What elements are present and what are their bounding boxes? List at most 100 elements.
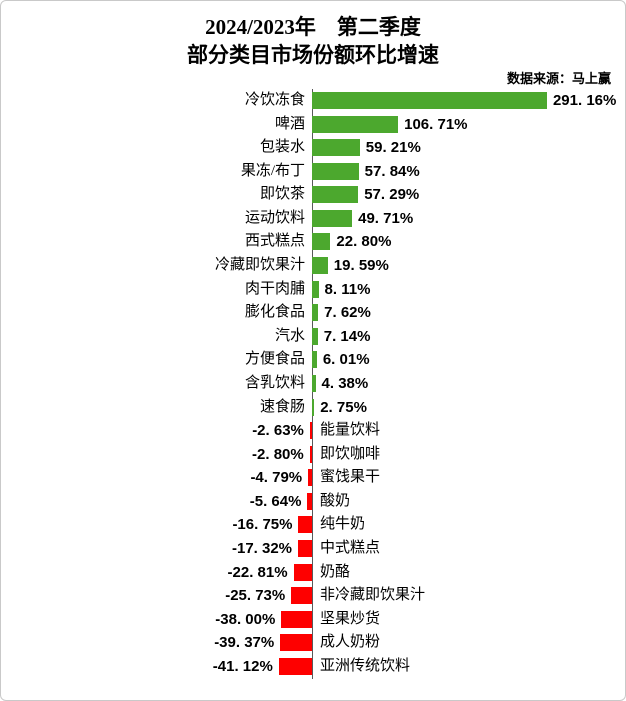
category-label: 果冻/布丁 <box>240 162 305 179</box>
bar-positive <box>312 139 360 157</box>
chart-row: 非冷藏即饮果汁 -25. 73% <box>1 584 625 608</box>
bar-negative <box>308 469 312 487</box>
bar-chart: 冷饮冻食 291. 16% 啤酒 106. 71% 包装水 59. 21% 果冻/布丁 57.… <box>1 89 625 689</box>
value-label: -25. 73% <box>225 587 286 605</box>
category-label: 亚洲传统饮料 <box>320 657 411 674</box>
chart-row: 坚果炒货 -38. 00% <box>1 608 625 632</box>
chart-row: 肉干肉脯 8. 11% <box>1 278 625 302</box>
chart-row: 中式糕点 -17. 32% <box>1 537 625 561</box>
bar-negative <box>278 657 312 675</box>
chart-row: 纯牛奶 -16. 75% <box>1 513 625 537</box>
chart-row: 膨化食品 7. 62% <box>1 301 625 325</box>
chart-row: 啤酒 106. 71% <box>1 113 625 137</box>
chart-title-line2: 部分类目市场份额环比增速 <box>187 43 439 67</box>
value-label: -41. 12% <box>212 657 273 675</box>
bar-negative <box>307 492 312 510</box>
value-label: -22. 81% <box>227 563 288 581</box>
bar-positive <box>312 304 319 322</box>
category-label: 汽水 <box>274 327 305 344</box>
value-label: -4. 79% <box>250 469 303 487</box>
bar-positive <box>312 209 353 227</box>
category-label: 奶酪 <box>320 563 351 580</box>
bar-negative <box>281 610 312 628</box>
category-label: 包装水 <box>259 139 305 156</box>
value-label: 291. 16% <box>552 92 617 109</box>
bar-positive <box>312 398 315 416</box>
data-source-note: 数据来源：马上赢 <box>506 71 611 86</box>
bar-positive <box>312 233 331 251</box>
bar-negative <box>309 445 312 463</box>
value-label: -2. 63% <box>252 422 304 440</box>
chart-row: 即饮茶 57. 29% <box>1 183 625 207</box>
value-label: 106. 71% <box>404 115 468 133</box>
category-label: 纯牛奶 <box>320 516 366 533</box>
category-label: 方便食品 <box>244 351 305 368</box>
value-label: 19. 59% <box>333 257 389 275</box>
bar-positive <box>312 162 359 180</box>
bar-positive <box>312 92 547 109</box>
chart-row: 含乳饮料 4. 38% <box>1 372 625 396</box>
value-label: -5. 64% <box>249 492 302 510</box>
chart-row: 运动饮料 49. 71% <box>1 207 625 231</box>
value-label: 49. 71% <box>358 209 414 227</box>
category-label: 啤酒 <box>274 115 305 132</box>
category-label: 中式糕点 <box>320 540 381 557</box>
bar-positive <box>312 115 399 133</box>
value-label: 8. 11% <box>324 280 371 298</box>
value-label: 7. 14% <box>323 327 371 345</box>
chart-row: 成人奶粉 -39. 37% <box>1 631 625 655</box>
category-label: 西式糕点 <box>244 233 305 250</box>
chart-row: 包装水 59. 21% <box>1 136 625 160</box>
chart-row: 即饮咖啡 -2. 80% <box>1 443 625 467</box>
chart-row: 冷饮冻食 291. 16% <box>1 89 625 113</box>
chart-row: 西式糕点 22. 80% <box>1 230 625 254</box>
bar-negative <box>293 563 312 581</box>
value-label: 57. 84% <box>364 162 420 180</box>
bar-positive <box>312 280 319 298</box>
value-label: -2. 80% <box>252 445 304 463</box>
category-label: 膨化食品 <box>244 304 305 321</box>
bar-negative <box>298 540 312 558</box>
chart-title-line1: 2024/2023年 第二季度 <box>205 15 421 39</box>
bar-positive <box>312 327 318 345</box>
chart-row: 冷藏即饮果汁 19. 59% <box>1 254 625 278</box>
category-label: 非冷藏即饮果汁 <box>320 587 426 604</box>
category-label: 冷藏即饮果汁 <box>214 257 305 274</box>
category-label: 运动饮料 <box>244 209 305 226</box>
chart-row: 蜜饯果干 -4. 79% <box>1 466 625 490</box>
value-label: 7. 62% <box>324 304 371 322</box>
bar-positive <box>312 186 359 204</box>
value-label: 57. 29% <box>364 186 420 204</box>
chart-row: 奶酪 -22. 81% <box>1 561 625 585</box>
category-label: 冷饮冻食 <box>244 92 305 108</box>
category-label: 酸奶 <box>320 492 351 509</box>
category-label: 蜜饯果干 <box>320 469 381 486</box>
value-label: -39. 37% <box>214 634 275 652</box>
chart-row: 汽水 7. 14% <box>1 325 625 349</box>
bar-positive <box>312 374 316 392</box>
category-label: 含乳饮料 <box>244 374 305 391</box>
value-label: 59. 21% <box>365 139 421 157</box>
bar-positive <box>312 351 317 369</box>
bar-negative <box>280 634 312 652</box>
category-label: 即饮茶 <box>259 186 305 203</box>
category-label: 能量饮料 <box>320 422 381 439</box>
bar-negative <box>298 516 312 534</box>
chart-row: 酸奶 -5. 64% <box>1 490 625 514</box>
category-label: 成人奶粉 <box>320 634 381 651</box>
value-label: 6. 01% <box>322 351 370 369</box>
value-label: -16. 75% <box>232 516 293 534</box>
category-label: 肉干肉脯 <box>244 280 305 297</box>
value-label: -38. 00% <box>215 610 276 628</box>
chart-row: 能量饮料 -2. 63% <box>1 419 625 443</box>
chart-row: 亚洲传统饮料 -41. 12% <box>1 655 625 679</box>
bar-negative <box>309 422 312 440</box>
category-label: 即饮咖啡 <box>320 445 381 462</box>
chart-row: 果冻/布丁 57. 84% <box>1 160 625 184</box>
bar-positive <box>312 257 328 275</box>
chart-row: 速食肠 2. 75% <box>1 396 625 420</box>
value-label: -17. 32% <box>231 540 293 558</box>
category-label: 坚果炒货 <box>320 610 381 627</box>
bar-negative <box>291 587 312 605</box>
